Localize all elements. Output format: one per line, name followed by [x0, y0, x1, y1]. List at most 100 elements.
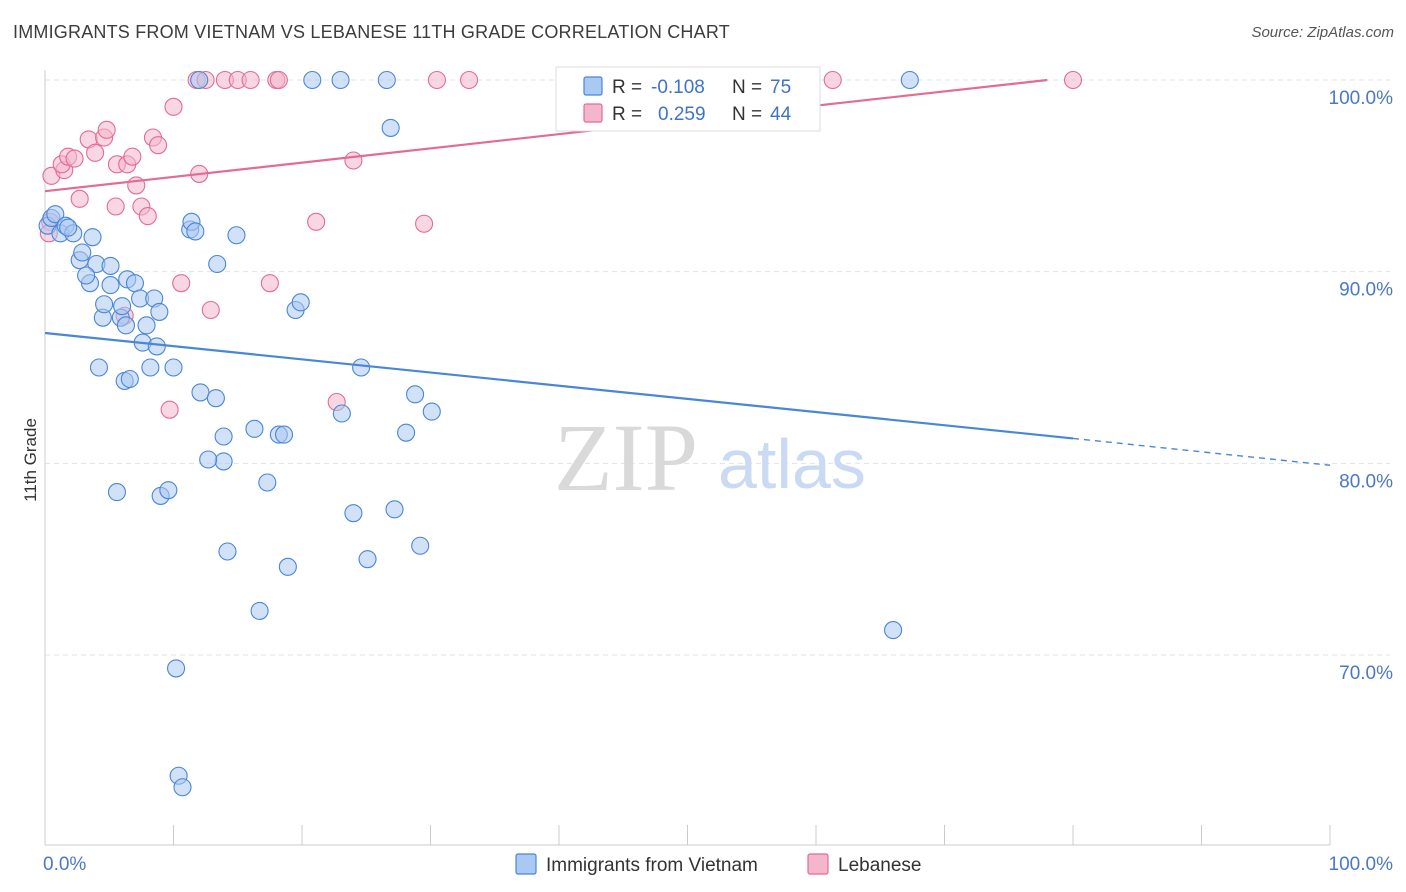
stats-r-value-vietnam: -0.108	[651, 77, 705, 98]
stats-r-label-vietnam: R =	[612, 77, 642, 98]
data-point	[190, 70, 209, 90]
data-point	[214, 452, 233, 471]
data-point	[411, 536, 430, 555]
data-point	[332, 404, 351, 423]
data-point	[331, 70, 350, 90]
data-point	[97, 120, 116, 139]
legend-swatch-lebanese	[807, 853, 829, 875]
data-point	[344, 504, 363, 523]
data-point	[258, 473, 277, 492]
data-point	[1063, 70, 1083, 90]
data-point	[125, 274, 144, 293]
data-point	[291, 293, 310, 312]
data-point	[106, 197, 125, 216]
data-point	[172, 274, 191, 293]
stats-legend: R = -0.108 N = 75 R = 0.259 N = 44	[555, 66, 821, 132]
data-point	[241, 70, 260, 90]
stats-n-label-lebanese: N =	[732, 104, 762, 125]
data-point	[138, 207, 157, 226]
series-vietnam-points	[38, 70, 919, 797]
x-tick-labels: 0.0% 100.0%	[43, 854, 1393, 875]
data-point	[164, 97, 183, 116]
data-point	[397, 423, 416, 442]
data-point	[250, 601, 269, 620]
data-point	[201, 300, 220, 320]
x-tick-label: 100.0%	[1329, 854, 1394, 875]
data-point	[208, 254, 227, 274]
data-point	[86, 143, 105, 162]
data-point	[206, 389, 225, 408]
data-point	[352, 358, 371, 377]
data-point	[422, 402, 441, 421]
x-tick-label: 0.0%	[43, 854, 86, 875]
data-point	[191, 383, 210, 402]
y-tick-label: 90.0%	[1339, 280, 1393, 301]
data-point	[77, 266, 96, 285]
data-point	[89, 358, 109, 377]
stats-r-label-lebanese: R =	[612, 104, 642, 125]
data-point	[381, 118, 400, 137]
data-point	[147, 337, 166, 356]
data-point	[303, 70, 322, 90]
watermark-atlas: atlas	[718, 425, 866, 503]
stats-n-value-vietnam: 75	[770, 77, 791, 98]
chart-title: IMMIGRANTS FROM VIETNAM VS LEBANESE 11TH…	[13, 22, 730, 42]
legend-label-lebanese: Lebanese	[838, 855, 921, 876]
stats-swatch-lebanese	[583, 103, 603, 123]
data-point	[150, 302, 169, 321]
stats-r-value-lebanese: 0.259	[658, 104, 706, 125]
data-point	[141, 358, 160, 377]
data-point	[83, 228, 102, 247]
data-point	[159, 481, 178, 500]
y-tick-label: 100.0%	[1329, 88, 1394, 109]
data-point	[123, 147, 142, 166]
trend-line-vietnam	[44, 331, 1074, 440]
stats-swatch-vietnam	[583, 76, 603, 96]
data-point	[884, 621, 903, 640]
data-point	[116, 316, 136, 335]
data-point	[358, 550, 377, 569]
series-lebanese-points	[39, 70, 1083, 419]
data-point	[307, 212, 326, 231]
data-point	[149, 136, 168, 155]
watermark-zip: ZIP	[554, 404, 698, 511]
y-tick-label: 80.0%	[1339, 471, 1393, 492]
data-point	[227, 226, 246, 245]
data-point	[95, 295, 114, 314]
data-point	[65, 149, 84, 168]
gridlines	[45, 79, 1390, 656]
stats-n-label-vietnam: N =	[732, 77, 762, 98]
data-point	[406, 385, 425, 404]
trend-line-vietnam-extrapolated	[1072, 437, 1331, 466]
legend-swatch-vietnam	[515, 853, 537, 875]
data-point	[269, 70, 288, 90]
data-point	[160, 400, 179, 419]
chart-source: Source: ZipAtlas.com	[1251, 24, 1394, 41]
legend-label-vietnam: Immigrants from Vietnam	[546, 855, 758, 876]
y-tick-label: 70.0%	[1339, 663, 1393, 684]
data-point	[113, 297, 132, 316]
data-point	[344, 151, 363, 170]
data-point	[73, 243, 92, 262]
data-point	[137, 316, 156, 335]
data-point	[59, 218, 78, 237]
data-point	[415, 214, 434, 233]
data-point	[173, 778, 192, 797]
data-point	[218, 542, 237, 561]
data-point	[167, 659, 186, 678]
data-point	[101, 276, 120, 295]
y-tick-labels: 70.0% 80.0% 90.0% 100.0%	[1329, 88, 1394, 684]
data-point	[900, 70, 919, 90]
data-point	[186, 222, 205, 241]
data-point	[278, 557, 297, 576]
series-legend: Immigrants from Vietnam Lebanese	[515, 853, 921, 876]
trend-line-lebanese	[44, 78, 1048, 193]
data-point	[427, 70, 446, 90]
axes	[44, 70, 1331, 846]
data-point	[260, 274, 279, 293]
watermark: ZIP atlas	[554, 404, 866, 511]
data-point	[385, 500, 404, 519]
trend-lines	[44, 78, 1331, 466]
data-point	[107, 483, 127, 502]
